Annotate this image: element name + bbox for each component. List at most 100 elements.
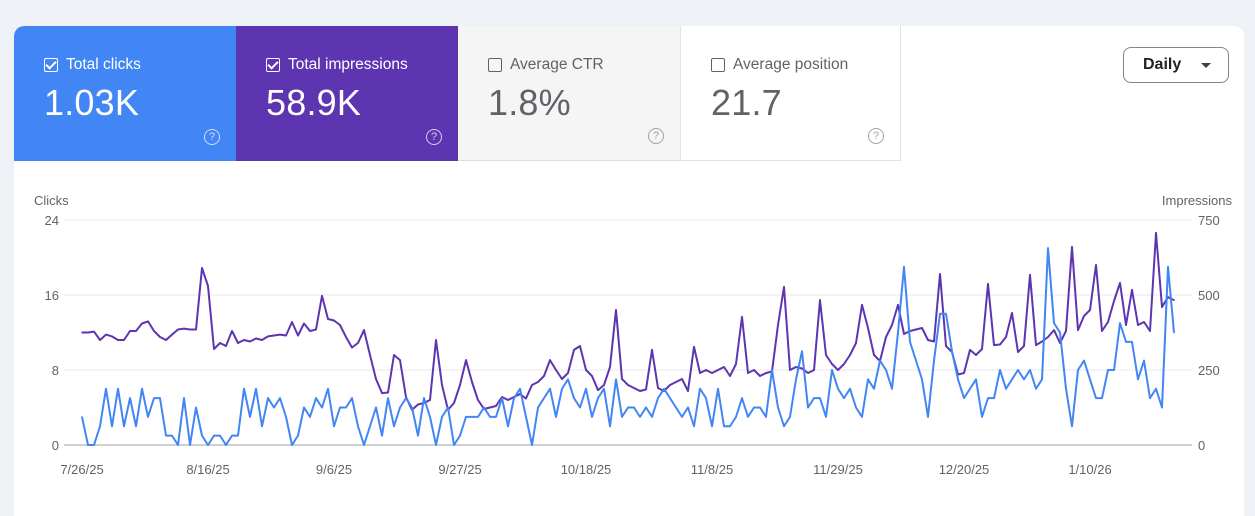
impressions-point: [789, 369, 791, 371]
clicks-point: [1119, 322, 1121, 324]
impressions-point: [849, 354, 851, 356]
clicks-point: [249, 416, 251, 418]
left-axis-title: Clicks: [34, 193, 69, 208]
impressions-point: [525, 397, 527, 400]
clicks-point: [333, 425, 335, 428]
impressions-point: [669, 384, 671, 386]
checkbox-checked-icon[interactable]: [44, 58, 58, 72]
impressions-point: [591, 375, 593, 377]
impressions-point: [603, 384, 605, 386]
clicks-point: [1065, 387, 1067, 390]
clicks-point: [1053, 322, 1055, 324]
clicks-line: [81, 247, 1175, 446]
clicks-point: [1137, 378, 1139, 381]
impressions-point: [615, 309, 617, 311]
impressions-point: [549, 359, 551, 361]
metric-label: Average CTR: [510, 56, 604, 73]
metric-value: 58.9K: [266, 82, 362, 123]
impressions-point: [117, 339, 119, 341]
impressions-point: [813, 369, 815, 371]
impressions-point: [969, 349, 971, 351]
clicks-point: [111, 425, 113, 428]
impressions-point: [429, 399, 431, 401]
help-icon[interactable]: ?: [868, 128, 884, 144]
metric-tile-average-position[interactable]: Average position 21.7 ?: [680, 26, 901, 161]
clicks-point: [1071, 425, 1073, 428]
clicks-point: [1107, 369, 1109, 371]
help-icon[interactable]: ?: [426, 129, 442, 145]
impressions-point: [933, 340, 935, 343]
clicks-point: [267, 397, 269, 399]
checkbox-checked-icon[interactable]: [266, 58, 280, 72]
impressions-point: [381, 392, 383, 394]
clicks-point: [519, 387, 521, 390]
impressions-point: [351, 346, 353, 349]
clicks-point: [495, 416, 497, 418]
clicks-point: [699, 387, 701, 390]
impressions-point: [837, 369, 839, 371]
checkbox-unchecked-icon[interactable]: [488, 58, 502, 72]
clicks-point: [969, 387, 971, 390]
impressions-point: [915, 328, 917, 331]
clicks-point: [417, 434, 419, 437]
clicks-point: [345, 406, 347, 409]
clicks-point: [933, 359, 935, 362]
impressions-point: [375, 378, 377, 380]
clicks-point: [129, 397, 131, 399]
impressions-point: [801, 367, 803, 370]
clicks-point: [381, 434, 383, 437]
clicks-point: [711, 425, 713, 428]
impressions-point: [1083, 315, 1085, 317]
impressions-point: [543, 375, 545, 377]
clicks-point: [903, 266, 905, 268]
help-icon[interactable]: ?: [204, 129, 220, 145]
clicks-point: [765, 416, 767, 418]
impressions-point: [675, 381, 677, 383]
clicks-point: [963, 397, 965, 399]
impressions-point: [1065, 330, 1067, 332]
impressions-point: [465, 359, 467, 361]
clicks-point: [993, 397, 995, 399]
clicks-point: [165, 434, 167, 437]
metric-tile-average-ctr[interactable]: Average CTR 1.8% ?: [458, 26, 680, 161]
impressions-point: [315, 328, 317, 331]
clicks-point: [1011, 378, 1013, 381]
clicks-point: [915, 359, 917, 362]
granularity-dropdown[interactable]: Daily: [1123, 47, 1229, 83]
clicks-point: [183, 397, 185, 399]
impressions-point: [285, 334, 287, 337]
clicks-point: [435, 444, 437, 446]
impressions-point: [711, 372, 713, 374]
impressions-point: [495, 405, 497, 407]
clicks-point: [1173, 331, 1175, 334]
clicks-point: [297, 434, 299, 437]
right-tick-label: 750: [1198, 213, 1220, 228]
impressions-point: [321, 295, 323, 297]
impressions-point: [105, 333, 107, 336]
impressions-point: [243, 339, 245, 341]
clicks-point: [399, 406, 401, 409]
help-icon[interactable]: ?: [648, 128, 664, 144]
clicks-point: [315, 397, 317, 399]
impressions-point: [129, 330, 131, 332]
impressions-point: [963, 372, 965, 374]
metric-tile-total-clicks[interactable]: Total clicks 1.03K ?: [14, 26, 236, 161]
clicks-point: [465, 416, 467, 418]
clicks-point: [543, 397, 545, 399]
impressions-point: [99, 339, 101, 341]
clicks-point: [1125, 341, 1127, 343]
clicks-point: [561, 387, 563, 390]
clicks-point: [261, 425, 263, 428]
metric-tile-total-impressions[interactable]: Total impressions 58.9K ?: [236, 26, 458, 161]
impressions-point: [393, 354, 395, 356]
impressions-point: [777, 324, 779, 326]
clicks-point: [789, 416, 791, 418]
clicks-point: [1029, 369, 1031, 371]
impressions-point: [327, 318, 329, 320]
x-tick-label: 11/8/25: [691, 462, 733, 477]
checkbox-unchecked-icon[interactable]: [711, 58, 725, 72]
impressions-point: [945, 345, 947, 347]
impressions-point: [1101, 330, 1103, 332]
clicks-point: [309, 416, 311, 418]
impressions-point: [987, 283, 989, 285]
